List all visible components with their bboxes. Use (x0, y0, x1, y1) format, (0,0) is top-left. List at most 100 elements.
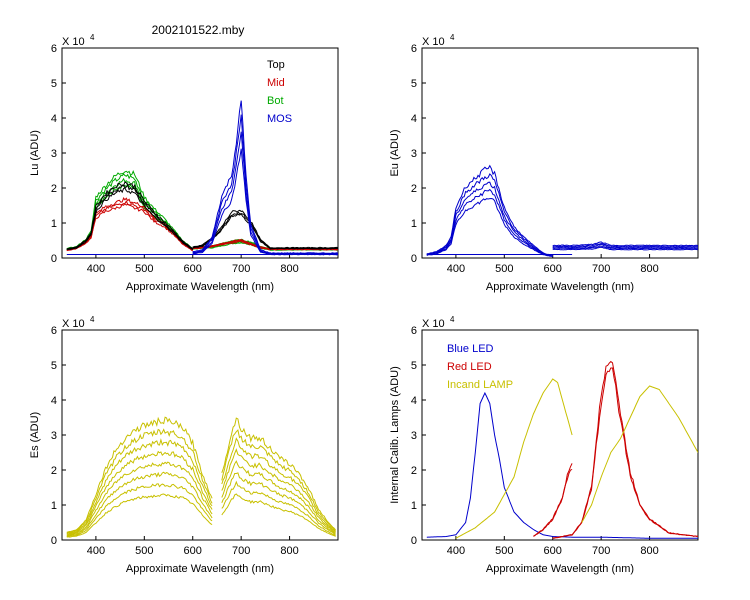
series-line-eu (426, 173, 553, 257)
legend-entry: Mid (267, 77, 285, 89)
series-line-es (66, 471, 213, 537)
legend-entry: Blue LED (447, 343, 494, 355)
series-line-incand-lamp (581, 385, 698, 523)
legend-entry: Red LED (447, 361, 492, 373)
chart-es: 400 500 600 700 800 0 1 2 3 4 5 6 X 10 4 Approximate W… (29, 315, 339, 575)
y-tick-label: 6 (411, 325, 417, 337)
y-tick-label: 0 (51, 253, 57, 265)
plot-frame (61, 329, 339, 541)
exponent-label: X 10 (422, 318, 445, 330)
x-tick-label: 600 (184, 263, 202, 275)
series-line-incand-lamp (455, 378, 573, 539)
series-line-es (221, 437, 336, 533)
plot-frame (421, 47, 699, 259)
y-tick-label: 5 (411, 360, 417, 372)
y-tick-label: 2 (411, 465, 417, 477)
x-tick-label: 700 (592, 263, 610, 275)
series-line-eu (552, 245, 698, 250)
series-group (426, 360, 698, 539)
y-tick-label: 0 (51, 535, 57, 547)
plot-frame (61, 47, 339, 259)
y-tick-label: 1 (411, 500, 417, 512)
series-line-red-led (552, 360, 698, 539)
series-line-eu (426, 164, 553, 257)
chart-cal: 400 500 600 700 800 0 1 2 3 4 5 6 X 10 4 Approximate W… (389, 315, 699, 575)
chart-eu: 400 500 600 700 800 0 1 2 3 4 5 6 X 10 4 Approximate W… (389, 33, 699, 293)
y-tick-label: 4 (411, 395, 417, 407)
series-line-eu (552, 243, 698, 249)
series-line-es (221, 417, 336, 531)
y-tick-label: 3 (51, 148, 57, 160)
series-group (426, 164, 698, 257)
exponent-power: 4 (90, 33, 95, 42)
series-line-mid (66, 200, 193, 251)
series-line-es (221, 480, 336, 536)
series-line-top (66, 187, 194, 251)
y-tick-label: 0 (411, 253, 417, 265)
y-axis-label: Lu (ADU) (29, 130, 41, 176)
x-tick-label: 600 (544, 545, 562, 557)
x-tick-label: 400 (87, 263, 105, 275)
exponent-label: X 10 (62, 318, 85, 330)
x-tick-label: 400 (87, 545, 105, 557)
y-tick-label: 5 (411, 78, 417, 90)
y-tick-label: 3 (51, 430, 57, 442)
series-line-es (221, 448, 336, 533)
x-tick-label: 800 (640, 263, 658, 275)
series-line-top (192, 209, 338, 249)
series-line-es (66, 450, 213, 535)
y-tick-label: 3 (411, 148, 417, 160)
series-line-bot (66, 169, 194, 250)
series-line-es (221, 429, 336, 532)
x-tick-label: 500 (135, 545, 153, 557)
series-line-red-led (533, 463, 573, 537)
x-tick-label: 600 (544, 263, 562, 275)
series-line-red-led (552, 367, 698, 539)
y-tick-label: 6 (51, 43, 57, 55)
y-tick-label: 6 (51, 325, 57, 337)
x-tick-label: 500 (495, 545, 513, 557)
x-tick-label: 800 (640, 545, 658, 557)
exponent-label: X 10 (422, 36, 445, 48)
y-tick-label: 1 (51, 218, 57, 230)
chart-lu: 400 500 600 700 800 0 1 2 3 4 5 6 X 10 4 Approximate W… (29, 33, 339, 293)
series-line-eu (426, 188, 553, 257)
legend-entry: Incand LAMP (447, 379, 513, 391)
figure-title: 2002101522.mby (152, 23, 245, 37)
series-line-mid (192, 240, 338, 251)
series-line-es (66, 493, 213, 538)
x-tick-label: 700 (232, 545, 250, 557)
x-tick-label: 600 (184, 545, 202, 557)
x-axis-label: Approximate Wavelength (nm) (126, 563, 274, 575)
x-tick-label: 400 (447, 263, 465, 275)
x-tick-label: 800 (280, 545, 298, 557)
y-tick-label: 4 (411, 113, 417, 125)
series-line-es (66, 483, 213, 538)
series-line-mid (66, 203, 193, 252)
x-axis-label: Approximate Wavelength (nm) (126, 281, 274, 293)
series-line-es (66, 428, 213, 534)
series-line-eu (426, 181, 553, 257)
series-line-eu (552, 242, 698, 248)
x-axis-label: Approximate Wavelength (nm) (486, 563, 634, 575)
exponent-power: 4 (450, 33, 455, 42)
series-line-eu (552, 246, 698, 251)
x-tick-label: 500 (135, 263, 153, 275)
series-line-mos (192, 100, 338, 254)
x-tick-label: 800 (280, 263, 298, 275)
exponent-label: X 10 (62, 36, 85, 48)
y-tick-label: 5 (51, 360, 57, 372)
legend-entry: MOS (267, 113, 292, 125)
y-tick-label: 2 (411, 183, 417, 195)
exponent-power: 4 (90, 315, 95, 324)
y-tick-label: 1 (51, 500, 57, 512)
series-line-es (66, 461, 213, 536)
y-tick-label: 3 (411, 430, 417, 442)
series-line-es (66, 438, 213, 535)
exponent-power: 4 (450, 315, 455, 324)
y-tick-label: 5 (51, 78, 57, 90)
legend-entry: Bot (267, 95, 284, 107)
y-axis-label: Eu (ADU) (389, 129, 401, 176)
x-tick-label: 400 (447, 545, 465, 557)
